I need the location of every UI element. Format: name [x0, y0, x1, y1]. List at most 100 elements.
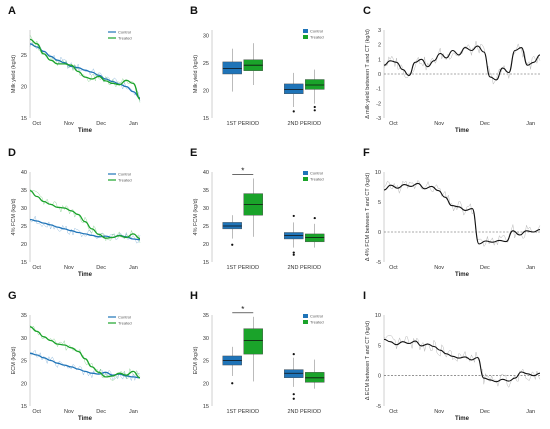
- category-label: 1ST PERIOD: [226, 121, 259, 127]
- x-tick-label: Nov: [434, 409, 444, 415]
- series-line-control: [29, 352, 141, 379]
- x-tick-label: Jan: [526, 409, 535, 415]
- legend-label: Treated: [310, 35, 324, 40]
- y-tick-label: 20: [203, 242, 209, 248]
- panel-letter: B: [190, 5, 198, 17]
- legend-label: Control: [118, 315, 131, 320]
- y-tick-label: 20: [21, 85, 27, 91]
- x-tick-label: Jan: [526, 121, 535, 127]
- significance-marker: *: [241, 305, 244, 314]
- y-tick-label: 25: [21, 53, 27, 59]
- panel-C: C Δ milk yield between T and CT (kg/d) -3 -…: [363, 5, 541, 134]
- y-tick-label: 0: [378, 374, 381, 380]
- raw-series-trace: [29, 188, 141, 243]
- panel-A: A Milk yield (kg/d) 15 20 25 Oct Nov Dec Jan Time…: [8, 5, 141, 134]
- category-label: 1ST PERIOD: [226, 409, 259, 415]
- legend-label: Treated: [118, 36, 132, 41]
- y-axis-label: Δ 4% FCM between T and CT (kg/d): [365, 173, 371, 262]
- panel-letter: D: [8, 147, 16, 159]
- y-tick-label: 35: [203, 313, 209, 319]
- x-axis-title: Time: [455, 272, 470, 278]
- panel-letter: E: [190, 147, 197, 159]
- y-tick-label: 15: [21, 260, 27, 266]
- x-tick-label: Dec: [96, 409, 106, 415]
- y-axis-label: Milk yield (kg/d): [193, 55, 199, 93]
- y-tick-label: 0: [378, 72, 381, 78]
- y-tick-label: 35: [21, 313, 27, 319]
- x-tick-label: Nov: [434, 121, 444, 127]
- panel-letter: C: [363, 5, 371, 17]
- y-tick-label: 30: [203, 336, 209, 342]
- y-tick-label: 25: [21, 359, 27, 365]
- x-tick-label: Nov: [64, 409, 74, 415]
- outlier-point: [313, 216, 316, 220]
- x-tick-label: Oct: [389, 265, 398, 271]
- legend-label: Control: [310, 29, 323, 34]
- y-tick-label: 20: [21, 242, 27, 248]
- series-line-treated: [29, 190, 141, 240]
- y-tick-label: 25: [203, 359, 209, 365]
- legend-label: Treated: [310, 177, 324, 182]
- significance-marker: *: [241, 166, 244, 175]
- x-tick-label: Nov: [434, 265, 444, 271]
- difference-line: [383, 338, 541, 383]
- y-tick-label: 30: [203, 34, 209, 40]
- x-tick-label: Jan: [129, 409, 138, 415]
- category-label: 1ST PERIOD: [226, 265, 259, 271]
- y-tick-label: 15: [203, 404, 209, 410]
- series-line-control: [29, 43, 141, 99]
- y-tick-label: -1: [376, 87, 381, 93]
- y-tick-label: 15: [203, 260, 209, 266]
- x-axis-title: Time: [78, 416, 93, 422]
- raw-series-trace: [29, 35, 141, 103]
- y-tick-label: -5: [376, 404, 381, 410]
- panel-letter: I: [363, 290, 366, 302]
- y-tick-label: 1: [378, 57, 381, 63]
- legend-label: Treated: [118, 178, 132, 183]
- y-axis-label: Δ ECM between T and CT (kg/d): [365, 321, 371, 400]
- y-tick-label: 25: [203, 224, 209, 230]
- outlier-point: [292, 393, 295, 396]
- y-tick-label: 30: [21, 206, 27, 212]
- y-tick-label: -5: [376, 260, 381, 266]
- outlier-point: [231, 382, 234, 385]
- category-label: 2ND PERIOD: [287, 409, 321, 415]
- x-tick-label: Oct: [32, 265, 41, 271]
- raw-difference-trace: [383, 41, 541, 85]
- legend-label: Control: [310, 171, 323, 176]
- legend-label: Control: [118, 30, 131, 35]
- category-label: 2ND PERIOD: [287, 121, 321, 127]
- y-tick-label: 35: [21, 188, 27, 194]
- series-line-treated: [29, 326, 141, 379]
- outlier-point: [313, 109, 316, 112]
- panel-letter: H: [190, 290, 198, 302]
- x-tick-label: Dec: [96, 121, 106, 127]
- x-tick-label: Oct: [389, 409, 398, 415]
- x-tick-label: Oct: [389, 121, 398, 127]
- y-tick-label: 15: [203, 116, 209, 122]
- legend-swatch: [303, 171, 308, 175]
- legend-swatch: [303, 35, 308, 39]
- box-control: [284, 83, 304, 95]
- y-tick-label: 30: [21, 336, 27, 342]
- panel-letter: G: [8, 290, 17, 302]
- outlier-point: [292, 110, 295, 113]
- series-line-treated: [29, 38, 141, 100]
- x-tick-label: Dec: [96, 265, 106, 271]
- box-treated: [305, 79, 325, 90]
- panel-B: B Milk yield (kg/d) 15 20 25 30 1ST PERIOD 2ND …: [190, 5, 325, 127]
- x-tick-label: Dec: [480, 409, 490, 415]
- panel-letter: A: [8, 5, 16, 17]
- box-treated: [243, 328, 263, 355]
- x-tick-label: Dec: [480, 121, 490, 127]
- legend-label: Control: [118, 172, 131, 177]
- outlier-point: [292, 253, 295, 256]
- x-tick-label: Jan: [129, 265, 138, 271]
- legend-swatch: [303, 314, 308, 318]
- y-tick-label: -2: [376, 101, 381, 107]
- outlier-point: [292, 397, 295, 400]
- y-axis-label: Δ milk yield between T and CT (kg/d): [365, 29, 371, 119]
- box-treated: [305, 372, 325, 383]
- y-tick-label: 20: [21, 381, 27, 387]
